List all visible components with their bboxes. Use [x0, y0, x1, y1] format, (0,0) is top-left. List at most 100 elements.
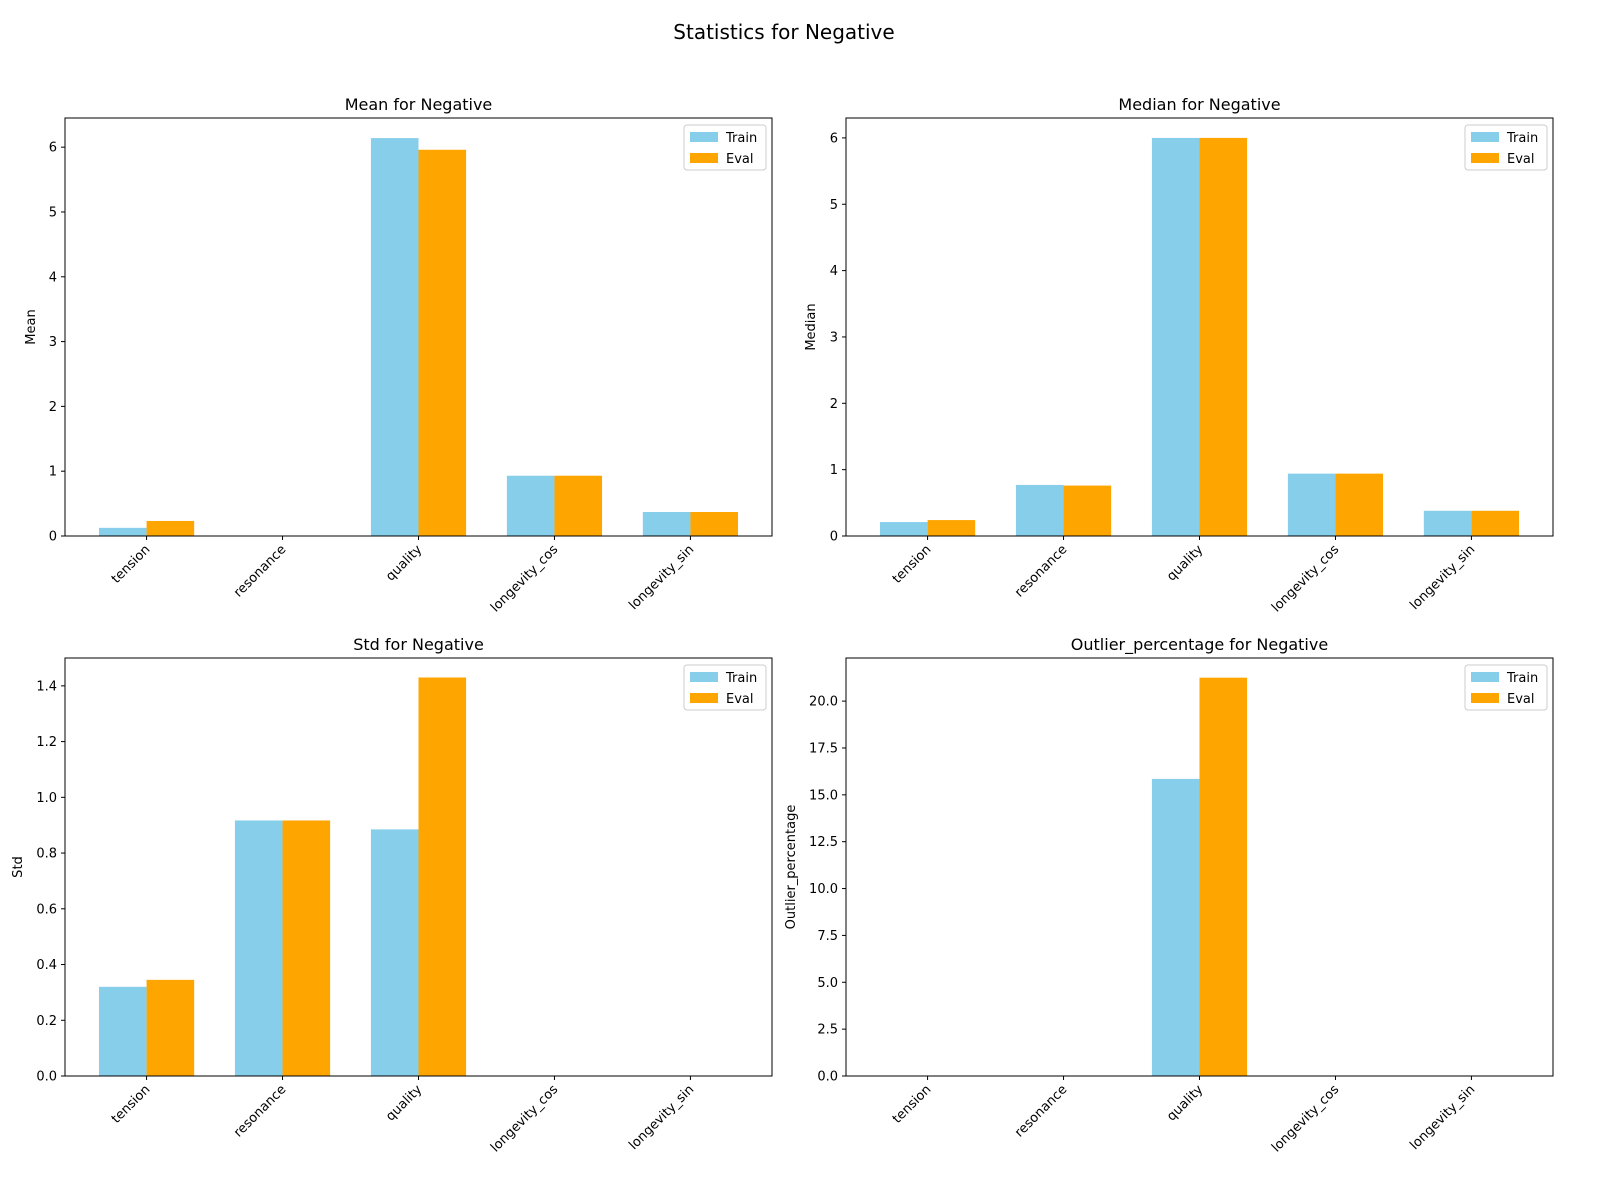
bar-eval-tension: [146, 520, 195, 536]
x-tick-label: longevity_sin: [626, 542, 697, 613]
legend: Train Eval: [683, 124, 767, 171]
x-tick-label: longevity_cos: [488, 542, 561, 615]
bar-eval-quality: [418, 677, 467, 1076]
y-tick-label: 4: [830, 264, 838, 279]
bar-eval-resonance: [1063, 485, 1112, 536]
legend-swatch-train: [690, 132, 718, 142]
y-tick-label: 5: [49, 205, 57, 220]
legend-label-eval: Eval: [726, 152, 754, 167]
figure-title: Statistics for Negative: [673, 20, 894, 44]
x-tick-label: longevity_sin: [626, 1082, 697, 1153]
y-tick-label: 1.2: [36, 735, 57, 750]
legend-label-train: Train: [725, 671, 757, 686]
x-tick-label: tension: [890, 1082, 934, 1126]
bar-train-longevity_sin: [1423, 510, 1472, 536]
y-tick-label: 20.0: [809, 695, 838, 710]
legend-label-eval: Eval: [1507, 152, 1535, 167]
bar-eval-quality: [418, 149, 467, 536]
y-tick-label: 0.0: [36, 1070, 57, 1085]
bar-train-resonance: [234, 820, 283, 1076]
bar-train-longevity_cos: [1287, 473, 1336, 536]
subplot-3: Std for Negative Std 0.0 0.2 0.4 0.6 0.8 1.0 1.2…: [11, 635, 773, 1155]
bar-eval-resonance: [282, 820, 331, 1076]
bar-train-resonance: [1015, 484, 1064, 536]
legend-swatch-train: [690, 672, 718, 682]
x-tick-label: resonance: [231, 542, 289, 600]
legend-swatch-eval: [690, 693, 718, 703]
legend-label-train: Train: [725, 131, 757, 146]
bar-train-tension: [879, 522, 928, 536]
x-tick-label: longevity_sin: [1407, 542, 1478, 613]
bar-train-quality: [1151, 137, 1200, 536]
y-tick-label: 0: [830, 530, 838, 545]
legend: Train Eval: [1464, 664, 1548, 711]
y-tick-label: 2: [830, 397, 838, 412]
bar-eval-quality: [1199, 137, 1248, 536]
subplot-1: Mean for Negative Mean 0 1 2 3 4 5 6 tension reson…: [24, 95, 773, 615]
y-tick-label: 0: [49, 530, 57, 545]
subplot-4: Outlier_percentage for Negative Outlier_p…: [784, 635, 1554, 1155]
x-tick-label: tension: [109, 1082, 153, 1126]
x-tick-label: quality: [1164, 1082, 1206, 1124]
x-tick-label: longevity_cos: [1269, 1082, 1342, 1155]
legend-label-train: Train: [1506, 671, 1538, 686]
bar-eval-longevity_sin: [690, 512, 739, 536]
x-tick-label: quality: [1164, 542, 1206, 584]
bar-eval-longevity_cos: [1335, 473, 1384, 536]
y-tick-label: 1: [830, 463, 838, 478]
y-tick-label: 5.0: [817, 976, 838, 991]
x-tick-label: resonance: [1012, 542, 1070, 600]
x-tick-label: longevity_cos: [488, 1082, 561, 1155]
y-tick-label: 2: [49, 400, 57, 415]
legend-label-train: Train: [1506, 131, 1538, 146]
y-tick-label: 0.4: [36, 958, 57, 973]
bar-train-longevity_sin: [642, 512, 691, 536]
y-tick-label: 2.5: [817, 1023, 838, 1038]
y-tick-label: 0.0: [817, 1070, 838, 1085]
y-tick-label: 17.5: [809, 741, 838, 756]
y-tick-label: 3: [830, 330, 838, 345]
y-axis-label: Median: [804, 303, 819, 350]
bar-train-tension: [98, 986, 147, 1076]
bar-train-quality: [370, 138, 419, 537]
legend-swatch-eval: [1471, 693, 1499, 703]
x-tick-label: resonance: [1012, 1082, 1070, 1140]
y-tick-label: 15.0: [809, 788, 838, 803]
y-tick-label: 7.5: [817, 929, 838, 944]
x-tick-label: tension: [109, 542, 153, 586]
subplot-2: Median for Negative Median 0 1 2 3 4 5 6 tension r…: [804, 95, 1554, 615]
bar-eval-longevity_sin: [1471, 510, 1520, 536]
subplot-title: Outlier_percentage for Negative: [1071, 635, 1328, 655]
legend-label-eval: Eval: [726, 692, 754, 707]
x-tick-label: resonance: [231, 1082, 289, 1140]
y-tick-label: 5: [830, 198, 838, 213]
bar-train-quality: [370, 829, 419, 1076]
y-tick-label: 12.5: [809, 835, 838, 850]
legend-label-eval: Eval: [1507, 692, 1535, 707]
x-tick-label: quality: [383, 1082, 425, 1124]
bar-eval-tension: [146, 979, 195, 1076]
x-tick-label: longevity_sin: [1407, 1082, 1478, 1153]
y-axis-label: Outlier_percentage: [784, 805, 799, 930]
y-tick-label: 0.6: [36, 902, 57, 917]
subplot-title: Median for Negative: [1118, 95, 1280, 114]
x-tick-label: quality: [383, 542, 425, 584]
subplot-title: Mean for Negative: [345, 95, 493, 114]
y-tick-label: 10.0: [809, 882, 838, 897]
y-tick-label: 1: [49, 465, 57, 480]
y-tick-label: 1.0: [36, 791, 57, 806]
y-tick-label: 4: [49, 270, 57, 285]
y-tick-label: 6: [49, 141, 57, 156]
y-tick-label: 1.4: [36, 679, 57, 694]
y-axis-label: Std: [11, 856, 26, 878]
legend: Train Eval: [683, 664, 767, 711]
legend-swatch-train: [1471, 672, 1499, 682]
y-tick-label: 0.8: [36, 847, 57, 862]
y-axis-label: Mean: [24, 309, 39, 344]
bar-train-longevity_cos: [506, 475, 555, 536]
x-tick-label: longevity_cos: [1269, 542, 1342, 615]
y-tick-label: 6: [830, 131, 838, 146]
legend-swatch-eval: [690, 153, 718, 163]
bar-eval-longevity_cos: [554, 475, 603, 536]
